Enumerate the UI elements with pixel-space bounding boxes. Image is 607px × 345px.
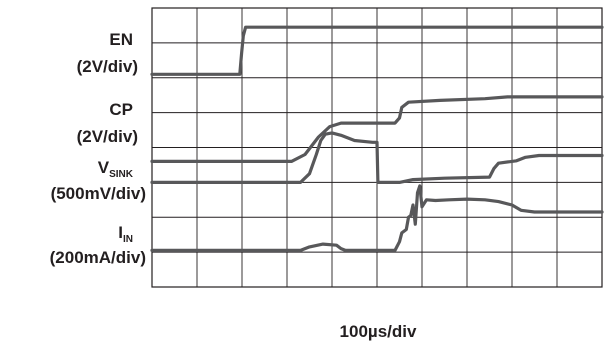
channel-name-iin-subscript: IN — [123, 234, 133, 245]
plot-frame — [151, 7, 603, 288]
channel-name-iin-main: I — [118, 223, 123, 242]
channel-scale-cp: (2V/div) — [77, 127, 138, 146]
channel-scale-en: (2V/div) — [77, 57, 138, 76]
trace-vsink — [150, 131, 604, 184]
channel-name-cp: CP — [109, 100, 133, 119]
trace-in — [150, 184, 604, 252]
channel-label-iin: IIN (200mA/div) — [50, 223, 146, 267]
channel-name-en: EN — [109, 30, 133, 49]
channel-name-vsink-main: V — [98, 158, 110, 177]
channel-name-vsink: VSINK — [98, 158, 134, 180]
channel-label-en: EN (2V/div) — [77, 30, 138, 76]
traces — [150, 25, 604, 252]
channel-label-cp: CP (2V/div) — [77, 100, 138, 146]
x-axis-label: 100µs/div — [340, 322, 417, 341]
channel-scale-iin: (200mA/div) — [50, 248, 146, 267]
channel-scale-vsink: (500mV/div) — [51, 184, 146, 203]
trace-cp — [150, 95, 604, 163]
trace-en — [150, 25, 604, 76]
channel-name-vsink-subscript: SINK — [109, 169, 134, 180]
channel-name-iin: IIN — [118, 223, 133, 245]
channel-label-vsink: VSINK (500mV/div) — [51, 158, 146, 203]
